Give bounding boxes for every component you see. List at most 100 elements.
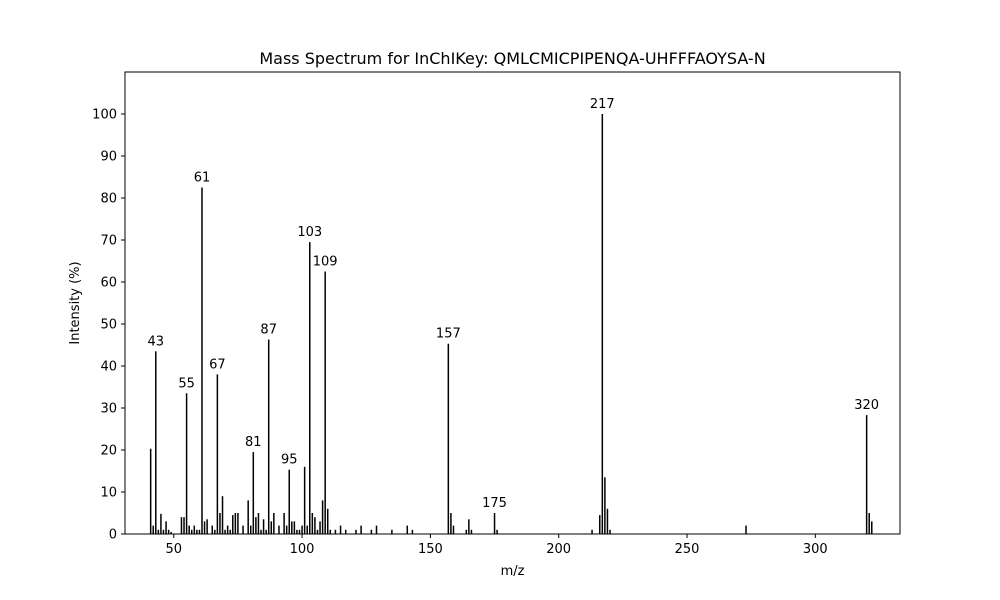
peak-bar [450, 513, 452, 534]
peak-labels: 43 55 61 67 81 87 95 103 109 157 175 217 320 [148, 97, 880, 511]
peak-bar [224, 529, 226, 534]
peak-bar [273, 513, 275, 534]
peak-label: 55 [178, 376, 195, 391]
peak-bar [216, 374, 219, 534]
y-tick-label: 80 [100, 192, 117, 207]
peak-bar [321, 500, 324, 534]
peak-bar [609, 529, 611, 534]
peak-bar [375, 525, 378, 534]
y-tick-label: 20 [100, 444, 117, 459]
peak-bar [411, 529, 414, 534]
peak-bar [452, 525, 455, 534]
chart-title: Mass Spectrum for InChIKey: QMLCMICPIPEN… [259, 49, 765, 68]
y-tick-label: 30 [100, 402, 117, 417]
peak-bar [283, 513, 285, 534]
peak-bar [250, 525, 252, 534]
y-tick-label: 0 [109, 528, 117, 543]
peak-bar [370, 529, 373, 534]
peak-bar [868, 513, 870, 534]
peak-bar [180, 517, 183, 534]
peak-bar [465, 529, 468, 534]
peak-bar [591, 529, 593, 534]
y-axis-ticks: 0 10 20 30 40 50 60 70 80 90 100 [92, 108, 125, 543]
peak-bar [355, 529, 357, 534]
plot-area-frame [124, 71, 901, 535]
peak-bar [183, 517, 185, 534]
peak-bar [265, 529, 267, 534]
y-tick-label: 10 [100, 486, 117, 501]
peak-bar [237, 513, 239, 534]
x-tick-label: 50 [165, 542, 182, 557]
peak-label: 87 [260, 323, 277, 338]
y-axis-label: Intensity (%) [68, 261, 83, 344]
peak-bar [865, 415, 868, 534]
y-tick-label: 90 [100, 150, 117, 165]
y-tick-label: 100 [92, 108, 117, 123]
peak-bars [149, 114, 873, 534]
peak-label: 157 [436, 327, 461, 342]
peak-bar [604, 477, 606, 534]
peak-bar [344, 529, 347, 534]
peak-bar [252, 452, 255, 534]
peak-bar [188, 525, 190, 534]
peak-bar [257, 513, 260, 534]
peak-bar [160, 513, 162, 534]
y-tick-label: 60 [100, 276, 117, 291]
peak-bar [406, 525, 409, 534]
peak-bar [167, 529, 170, 534]
x-axis-label: m/z [501, 564, 525, 579]
x-tick-label: 200 [546, 542, 571, 557]
x-tick-label: 250 [675, 542, 700, 557]
peak-bar [745, 525, 747, 534]
peak-bar [221, 496, 224, 534]
peak-bar [270, 521, 273, 534]
peak-bar [162, 529, 165, 534]
peak-bar [203, 521, 206, 534]
peak-label: 43 [148, 334, 165, 349]
peak-bar [234, 513, 237, 534]
peak-bar [334, 529, 337, 534]
peak-bar [232, 515, 234, 534]
x-axis-ticks: 50 100 150 200 250 300 [165, 534, 828, 557]
peak-bar [324, 271, 326, 534]
peak-label: 217 [590, 97, 615, 112]
peak-bar [319, 521, 321, 534]
peak-label: 175 [482, 496, 507, 511]
peak-bar [470, 529, 473, 534]
peak-bar [447, 343, 450, 534]
peak-bar [493, 513, 496, 534]
peak-bar [288, 469, 290, 534]
x-tick-label: 150 [418, 542, 443, 557]
peak-bar [260, 529, 262, 534]
peak-bar [201, 187, 203, 534]
peak-bar [306, 525, 308, 534]
peak-bar [301, 525, 303, 534]
peak-bar [296, 529, 298, 534]
peak-bar [339, 525, 342, 534]
peak-bar [606, 508, 609, 534]
peak-bar [360, 525, 362, 534]
peak-bar [255, 517, 257, 534]
peak-bar [247, 500, 249, 534]
peak-bar [262, 519, 265, 534]
peak-bar [278, 525, 280, 534]
peak-bar [871, 521, 873, 534]
peak-bar [314, 517, 316, 534]
peak-bar [309, 242, 311, 534]
y-tick-label: 40 [100, 360, 117, 375]
peak-bar [496, 529, 498, 534]
peak-bar [226, 525, 229, 534]
x-tick-label: 100 [290, 542, 315, 557]
peak-bar [157, 529, 160, 534]
peak-bar [219, 513, 221, 534]
peak-label: 103 [297, 225, 322, 240]
peak-bar [316, 529, 319, 534]
peak-bar [165, 521, 167, 534]
peak-bar [391, 529, 393, 534]
peak-bar [155, 351, 157, 534]
peak-label: 95 [281, 453, 298, 468]
peak-bar [242, 525, 244, 534]
peak-bar [293, 521, 296, 534]
